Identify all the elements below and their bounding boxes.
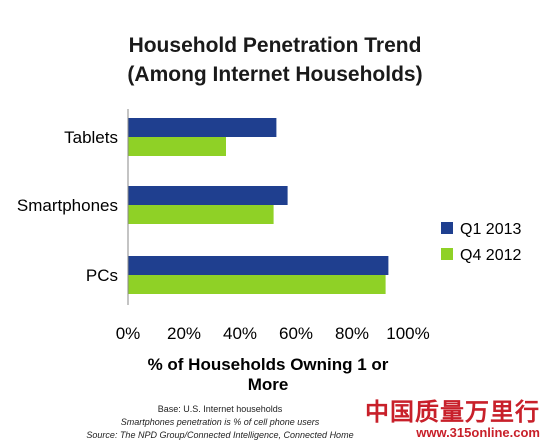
bar-smartphones-q4-2012 — [128, 205, 274, 224]
chart-title-line-1: Household Penetration Trend — [128, 34, 422, 57]
watermark-url: www.315online.com — [416, 425, 540, 440]
legend-label-q1-2013: Q1 2013 — [460, 221, 521, 238]
x-tick-label: 100% — [386, 324, 429, 343]
legend-swatch-q4-2012 — [441, 248, 453, 260]
x-tick-label: 60% — [279, 324, 313, 343]
footnote-base: Base: U.S. Internet households — [157, 404, 283, 414]
bar-tablets-q4-2012 — [128, 137, 226, 156]
bar-pcs-q1-2013 — [128, 256, 389, 275]
x-tick-label: 40% — [223, 324, 257, 343]
x-tick-label: 20% — [167, 324, 201, 343]
category-label-pcs: PCs — [86, 266, 118, 285]
footnote-note: Smartphones penetration is % of cell pho… — [120, 417, 320, 427]
legend-swatch-q1-2013 — [441, 222, 453, 234]
category-label-smartphones: Smartphones — [17, 196, 118, 215]
legend-label-q4-2012: Q4 2012 — [460, 247, 521, 264]
footnote-source: Source: The NPD Group/Connected Intellig… — [86, 430, 354, 440]
x-tick-label: 0% — [116, 324, 141, 343]
category-label-tablets: Tablets — [64, 128, 118, 147]
bar-tablets-q1-2013 — [128, 118, 277, 137]
watermark: 中国质量万里行 www.315online.com — [365, 392, 540, 440]
bar-pcs-q4-2012 — [128, 275, 386, 294]
bar-smartphones-q1-2013 — [128, 186, 288, 205]
watermark-chinese: 中国质量万里行 — [365, 398, 540, 426]
x-axis-title: % of Households Owning 1 or More — [147, 355, 389, 394]
chart-title-line-2: (Among Internet Households) — [127, 63, 423, 86]
x-tick-label: 80% — [335, 324, 369, 343]
